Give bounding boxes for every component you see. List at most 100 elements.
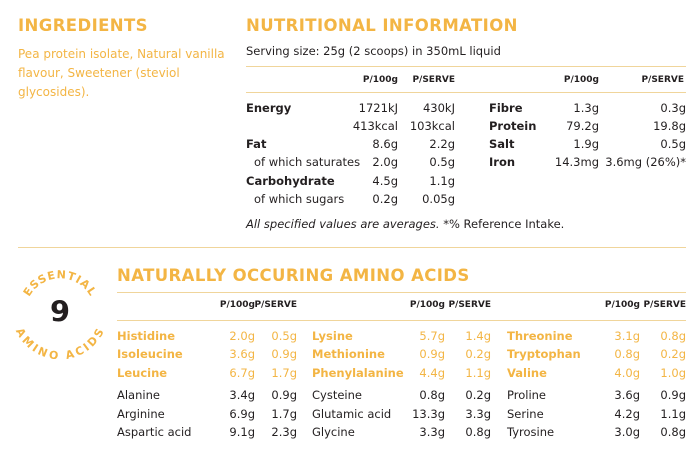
col-header-per100: P/100g (563, 75, 599, 85)
ingredients-text: Pea protein isolate, Natural vanilla fla… (18, 47, 225, 99)
amino-perserve: 0.9g (271, 388, 297, 402)
amino-name: Glutamic acid (312, 407, 392, 421)
amino-title: NATURALLY OCCURING AMINO ACIDS (117, 266, 470, 285)
ingredients-title: INGREDIENTS (18, 16, 148, 35)
nutrient-perserve: 430kJ (422, 101, 455, 115)
amino-perserve: 0.8g (660, 425, 686, 439)
amino-per100: 0.8g (614, 347, 640, 361)
amino-perserve: 0.5g (271, 329, 297, 343)
amino-per100: 13.3g (412, 407, 445, 421)
amino-per100: 3.4g (229, 388, 255, 402)
amino-col-header-per100: P/100g (604, 300, 640, 310)
essential-amino-acids-badge: ESSENTIAL AMINO ACIDS 9 (13, 268, 107, 359)
nutrient-label: Carbohydrate (246, 174, 335, 188)
amino-per100: 4.0g (614, 366, 640, 380)
amino-per100: 2.0g (229, 329, 255, 343)
amino-col-header-perserve: P/SERVE (254, 300, 297, 310)
nutrient-label: Salt (489, 137, 515, 151)
essential-amino-name: Tryptophan (507, 347, 581, 361)
badge-number: 9 (50, 295, 70, 329)
amino-perserve: 1.7g (271, 407, 297, 421)
nutrient-per100: 1.3g (573, 101, 599, 115)
divider (117, 320, 686, 321)
amino-name: Glycine (312, 425, 355, 439)
essential-amino-name: Leucine (117, 366, 168, 380)
nutrient-perserve: 19.8g (653, 119, 686, 133)
nutrient-per100: 1721kJ (358, 101, 398, 115)
divider (18, 247, 686, 248)
amino-name: Alanine (117, 388, 160, 402)
amino-perserve: 0.2g (465, 347, 491, 361)
amino-perserve: 1.7g (271, 366, 297, 380)
footnote-rest: *% Reference Intake. (439, 217, 565, 231)
nutrient-per100: 0.2g (372, 192, 398, 206)
essential-amino-name: Threonine (507, 329, 573, 343)
essential-amino-name: Valine (507, 366, 547, 380)
footnote: All specified values are averages. *% Re… (246, 217, 564, 231)
nutrient-per100: 14.3mg (554, 155, 599, 169)
amino-per100: 9.1g (229, 425, 255, 439)
nutrient-label: Energy (246, 101, 292, 115)
essential-amino-name: Histidine (117, 329, 176, 343)
nutrient-per100: 2.0g (372, 155, 398, 169)
nutrient-perserve: 0.5g (429, 155, 455, 169)
amino-perserve: 0.8g (660, 329, 686, 343)
amino-per100: 3.1g (614, 329, 640, 343)
footnote-italic: All specified values are averages. (246, 217, 440, 231)
nutrient-label: Iron (489, 155, 516, 169)
nutrient-label: Fat (246, 137, 267, 151)
amino-per100: 3.0g (614, 425, 640, 439)
amino-col-header-per100: P/100g (219, 300, 255, 310)
col-header-perserve: P/SERVE (412, 75, 455, 85)
amino-perserve: 1.0g (660, 366, 686, 380)
amino-per100: 6.9g (229, 407, 255, 421)
amino-name: Aspartic acid (117, 425, 192, 439)
amino-perserve: 1.1g (465, 366, 491, 380)
amino-per100: 0.9g (419, 347, 445, 361)
amino-per100: 0.8g (419, 388, 445, 402)
amino-per100: 5.7g (419, 329, 445, 343)
nutrient-per100: 413kcal (352, 119, 398, 133)
nutrient-perserve: 1.1g (429, 174, 455, 188)
amino-perserve: 0.8g (465, 425, 491, 439)
badge-bottom-text: AMINO ACIDS (13, 326, 107, 359)
amino-col-header-perserve: P/SERVE (643, 300, 686, 310)
essential-amino-name: Phenylalanine (312, 366, 404, 380)
amino-name: Cysteine (312, 388, 362, 402)
nutrient-label: of which sugars (254, 192, 345, 206)
col-header-perserve: P/SERVE (641, 75, 684, 85)
divider (117, 292, 686, 293)
nutrient-perserve: 2.2g (429, 137, 455, 151)
nutrient-label: Fibre (489, 101, 523, 115)
nutrient-per100: 1.9g (573, 137, 599, 151)
amino-perserve: 1.4g (465, 329, 491, 343)
amino-per100: 4.4g (419, 366, 445, 380)
nutrient-perserve: 3.6mg (26%)* (605, 155, 686, 169)
amino-per100: 3.6g (229, 347, 255, 361)
nutrient-per100: 4.5g (372, 174, 398, 188)
amino-per100: 3.3g (419, 425, 445, 439)
amino-per100: 6.7g (229, 366, 255, 380)
amino-perserve: 0.2g (465, 388, 491, 402)
amino-perserve: 0.9g (660, 388, 686, 402)
nutrient-perserve: 0.05g (422, 192, 455, 206)
nutrient-perserve: 103kcal (409, 119, 455, 133)
divider (246, 92, 686, 93)
amino-name: Tyrosine (507, 425, 555, 439)
nutrient-label: of which saturates (254, 155, 361, 169)
nutrient-perserve: 0.5g (660, 137, 686, 151)
amino-name: Proline (507, 388, 546, 402)
amino-perserve: 0.9g (271, 347, 297, 361)
nutrient-perserve: 0.3g (660, 101, 686, 115)
nutrition-title: NUTRITIONAL INFORMATION (246, 16, 518, 35)
amino-col-header-perserve: P/SERVE (448, 300, 491, 310)
nutrient-per100: 79.2g (566, 119, 599, 133)
nutrient-label: Protein (489, 119, 537, 133)
divider (246, 66, 686, 67)
amino-perserve: 0.2g (660, 347, 686, 361)
amino-per100: 4.2g (614, 407, 640, 421)
amino-perserve: 1.1g (660, 407, 686, 421)
nutrient-per100: 8.6g (372, 137, 398, 151)
serving-size: Serving size: 25g (2 scoops) in 350mL li… (246, 44, 501, 58)
essential-amino-name: Methionine (312, 347, 385, 361)
